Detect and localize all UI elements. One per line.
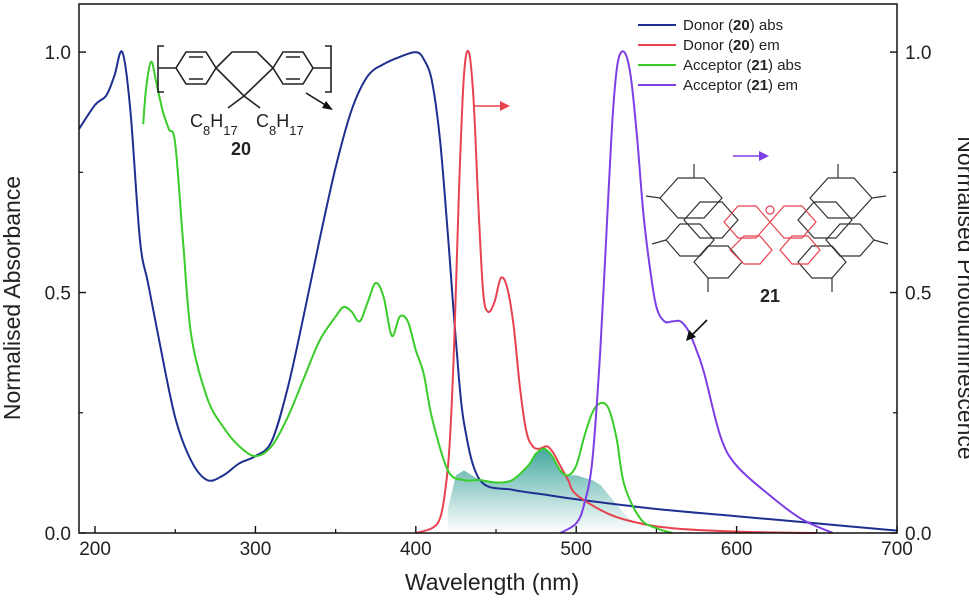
y-axis-title: Normalised Absorbance bbox=[0, 176, 25, 420]
x-tick-label: 700 bbox=[881, 539, 913, 560]
y2-axis-title: Normalised Photoluminescence bbox=[953, 136, 969, 459]
five-ring bbox=[214, 51, 275, 98]
y2-tick-label: 0.0 bbox=[905, 524, 931, 545]
molecule-21-structure bbox=[645, 164, 889, 292]
x-tick-label: 400 bbox=[400, 539, 432, 560]
series-layer bbox=[78, 50, 898, 534]
y-tick-label: 0.0 bbox=[45, 524, 71, 545]
legend: Donor (20) abs Donor (20) em Acceptor (21)… bbox=[638, 17, 801, 94]
x-tick-label: 600 bbox=[721, 539, 753, 560]
side-chain-right-label: C8H17 bbox=[256, 111, 304, 138]
plot-border bbox=[78, 3, 898, 534]
polymer-20-label: 20 bbox=[231, 139, 251, 159]
legend-label-1: Donor (20) abs bbox=[683, 17, 783, 34]
x-tick-label: 500 bbox=[560, 539, 592, 560]
bracket-left bbox=[157, 45, 164, 93]
molecule-21-label: 21 bbox=[760, 286, 780, 306]
side-chain-left-label: C8H17 bbox=[190, 111, 238, 138]
ring-left-inner bbox=[189, 56, 203, 80]
arrow-black-molecule bbox=[686, 319, 708, 341]
y2-tick-label: 0.5 bbox=[905, 284, 931, 305]
legend-label-4: Acceptor (21) em bbox=[683, 77, 798, 94]
y-tick-label: 0.5 bbox=[45, 284, 71, 305]
side-chain-right bbox=[243, 95, 261, 109]
ring-right-inner bbox=[286, 56, 300, 80]
series-line-3 bbox=[142, 60, 673, 534]
polymer-20-structure bbox=[157, 45, 332, 109]
side-chain-left bbox=[227, 95, 245, 109]
y-tick-label: 1.0 bbox=[45, 43, 71, 64]
series-line-2 bbox=[415, 50, 817, 534]
arrow-red-emission bbox=[474, 101, 510, 111]
x-tick-label: 200 bbox=[79, 539, 111, 560]
legend-label-3: Acceptor (21) abs bbox=[683, 57, 801, 74]
plot-frame bbox=[78, 3, 898, 534]
y2-tick-label: 1.0 bbox=[905, 43, 931, 64]
x-axis-title: Wavelength (nm) bbox=[405, 569, 579, 595]
series-line-4 bbox=[559, 50, 834, 534]
annotation-arrows bbox=[305, 92, 769, 341]
ring-right bbox=[272, 51, 314, 85]
bracket-right bbox=[325, 45, 332, 93]
x-tick-label: 300 bbox=[240, 539, 272, 560]
arrow-black-polymer bbox=[305, 92, 333, 110]
legend-label-2: Donor (20) em bbox=[683, 37, 780, 54]
series-line-1 bbox=[78, 50, 898, 532]
arrow-purple-emission bbox=[733, 151, 769, 161]
